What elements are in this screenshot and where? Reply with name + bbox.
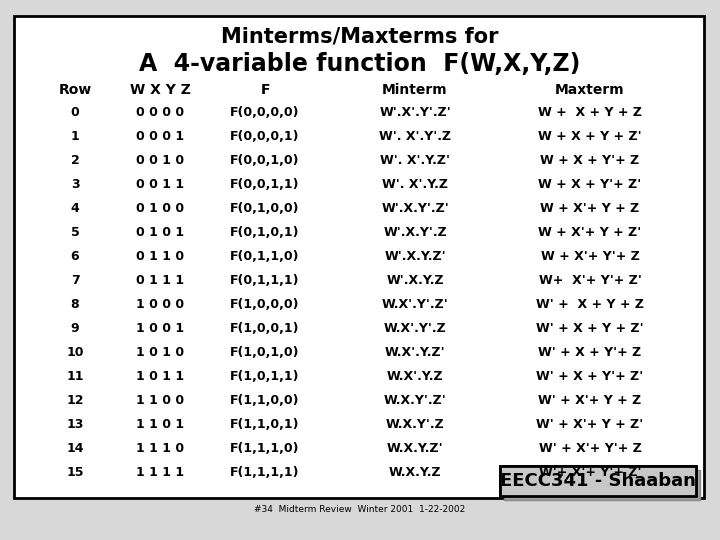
Text: F(1,0,1,0): F(1,0,1,0) [230, 346, 300, 359]
Text: #34  Midterm Review  Winter 2001  1-22-2002: #34 Midterm Review Winter 2001 1-22-2002 [254, 505, 466, 515]
Text: W + X'+ Y'+ Z: W + X'+ Y'+ Z [541, 249, 639, 262]
Text: W + X'+ Y + Z': W + X'+ Y + Z' [539, 226, 642, 239]
Text: 0 1 1 0: 0 1 1 0 [136, 249, 184, 262]
Text: W + X + Y'+ Z': W + X + Y'+ Z' [539, 178, 642, 191]
Text: 10: 10 [66, 346, 84, 359]
Text: W'. X'.Y.Z: W'. X'.Y.Z [382, 178, 448, 191]
Text: 6: 6 [71, 249, 79, 262]
FancyBboxPatch shape [500, 466, 696, 496]
Text: W.X'.Y.Z': W.X'.Y.Z' [384, 346, 445, 359]
Text: W' + X + Y + Z': W' + X + Y + Z' [536, 321, 644, 334]
Text: Minterms/Maxterms for: Minterms/Maxterms for [221, 27, 499, 47]
Text: W + X'+ Y + Z: W + X'+ Y + Z [541, 201, 639, 214]
Text: F(1,1,0,1): F(1,1,0,1) [230, 417, 300, 430]
Text: 1 0 1 1: 1 0 1 1 [136, 369, 184, 382]
Text: W' + X'+ Y + Z': W' + X'+ Y + Z' [536, 417, 644, 430]
Text: F(1,0,0,0): F(1,0,0,0) [230, 298, 300, 310]
Text: 4: 4 [71, 201, 79, 214]
Text: EECC341 - Shaaban: EECC341 - Shaaban [500, 472, 696, 490]
Text: 1: 1 [71, 130, 79, 143]
Text: 5: 5 [71, 226, 79, 239]
Text: 0 1 0 0: 0 1 0 0 [136, 201, 184, 214]
Text: A  4-variable function  F(W,X,Y,Z): A 4-variable function F(W,X,Y,Z) [139, 52, 581, 76]
Text: W'.X.Y.Z: W'.X.Y.Z [386, 273, 444, 287]
Text: W.X.Y.Z': W.X.Y.Z' [387, 442, 444, 455]
FancyBboxPatch shape [14, 16, 704, 498]
Text: F(1,1,1,1): F(1,1,1,1) [230, 465, 300, 478]
Text: F(1,1,1,0): F(1,1,1,0) [230, 442, 300, 455]
Text: 3: 3 [71, 178, 79, 191]
Text: 2: 2 [71, 153, 79, 166]
Text: W' + X + Y'+ Z: W' + X + Y'+ Z [539, 346, 642, 359]
Text: 1 0 0 1: 1 0 0 1 [136, 321, 184, 334]
Text: 1 0 1 0: 1 0 1 0 [136, 346, 184, 359]
Text: 1 0 0 0: 1 0 0 0 [136, 298, 184, 310]
Text: W'.X.Y'.Z: W'.X.Y'.Z [383, 226, 447, 239]
Text: F(1,0,0,1): F(1,0,0,1) [230, 321, 300, 334]
Text: W.X'.Y'.Z: W.X'.Y'.Z [384, 321, 446, 334]
Text: W' + X + Y'+ Z': W' + X + Y'+ Z' [536, 369, 644, 382]
Text: W.X.Y.Z: W.X.Y.Z [389, 465, 441, 478]
Text: W.X.Y'.Z: W.X.Y'.Z [386, 417, 444, 430]
Text: W.X'.Y.Z: W.X'.Y.Z [387, 369, 444, 382]
Text: F(0,0,1,0): F(0,0,1,0) [230, 153, 300, 166]
FancyBboxPatch shape [500, 466, 696, 496]
Text: W X Y Z: W X Y Z [130, 83, 190, 97]
Text: F(0,1,1,0): F(0,1,1,0) [230, 249, 300, 262]
Text: 1 1 1 1: 1 1 1 1 [136, 465, 184, 478]
Text: 12: 12 [66, 394, 84, 407]
Text: F(0,1,0,0): F(0,1,0,0) [230, 201, 300, 214]
Text: 1 1 0 1: 1 1 0 1 [136, 417, 184, 430]
Text: W'+ X'+ Y'+ Z': W'+ X'+ Y'+ Z' [539, 465, 642, 478]
Text: W' +  X + Y + Z: W' + X + Y + Z [536, 298, 644, 310]
Text: F(1,1,0,0): F(1,1,0,0) [230, 394, 300, 407]
Text: 0 0 0 0: 0 0 0 0 [136, 105, 184, 118]
Text: Row: Row [58, 83, 91, 97]
Text: F(0,0,0,1): F(0,0,0,1) [230, 130, 300, 143]
Text: W.X.Y'.Z': W.X.Y'.Z' [384, 394, 446, 407]
Text: F: F [260, 83, 270, 97]
Text: 1 1 1 0: 1 1 1 0 [136, 442, 184, 455]
Text: 14: 14 [66, 442, 84, 455]
FancyBboxPatch shape [504, 470, 700, 500]
Text: 0 0 1 0: 0 0 1 0 [136, 153, 184, 166]
Text: W' + X'+ Y'+ Z: W' + X'+ Y'+ Z [539, 442, 642, 455]
Text: 11: 11 [66, 369, 84, 382]
Text: W + X + Y + Z': W + X + Y + Z' [538, 130, 642, 143]
Text: Maxterm: Maxterm [555, 83, 625, 97]
Text: F(1,0,1,1): F(1,0,1,1) [230, 369, 300, 382]
Text: W'.X'.Y'.Z': W'.X'.Y'.Z' [379, 105, 451, 118]
Text: W' + X'+ Y + Z: W' + X'+ Y + Z [539, 394, 642, 407]
Text: 1 1 0 0: 1 1 0 0 [136, 394, 184, 407]
Text: 0: 0 [71, 105, 79, 118]
Text: W +  X + Y + Z: W + X + Y + Z [538, 105, 642, 118]
Text: 0 1 1 1: 0 1 1 1 [136, 273, 184, 287]
Text: 0 0 0 1: 0 0 0 1 [136, 130, 184, 143]
Text: 13: 13 [66, 417, 84, 430]
Text: W + X + Y'+ Z: W + X + Y'+ Z [541, 153, 639, 166]
Text: 8: 8 [71, 298, 79, 310]
Text: F(0,1,0,1): F(0,1,0,1) [230, 226, 300, 239]
Text: F(0,0,1,1): F(0,0,1,1) [230, 178, 300, 191]
Text: W'. X'.Y.Z': W'. X'.Y.Z' [380, 153, 450, 166]
Text: F(0,1,1,1): F(0,1,1,1) [230, 273, 300, 287]
Text: W'.X.Y'.Z': W'.X.Y'.Z' [381, 201, 449, 214]
Text: 0 1 0 1: 0 1 0 1 [136, 226, 184, 239]
Text: W.X'.Y'.Z': W.X'.Y'.Z' [382, 298, 449, 310]
Text: 0 0 1 1: 0 0 1 1 [136, 178, 184, 191]
Text: Minterm: Minterm [382, 83, 448, 97]
Text: W+  X'+ Y'+ Z': W+ X'+ Y'+ Z' [539, 273, 642, 287]
Text: W'.X.Y.Z': W'.X.Y.Z' [384, 249, 446, 262]
Text: W'. X'.Y'.Z: W'. X'.Y'.Z [379, 130, 451, 143]
Text: 9: 9 [71, 321, 79, 334]
Text: F(0,0,0,0): F(0,0,0,0) [230, 105, 300, 118]
Text: 7: 7 [71, 273, 79, 287]
Text: 15: 15 [66, 465, 84, 478]
